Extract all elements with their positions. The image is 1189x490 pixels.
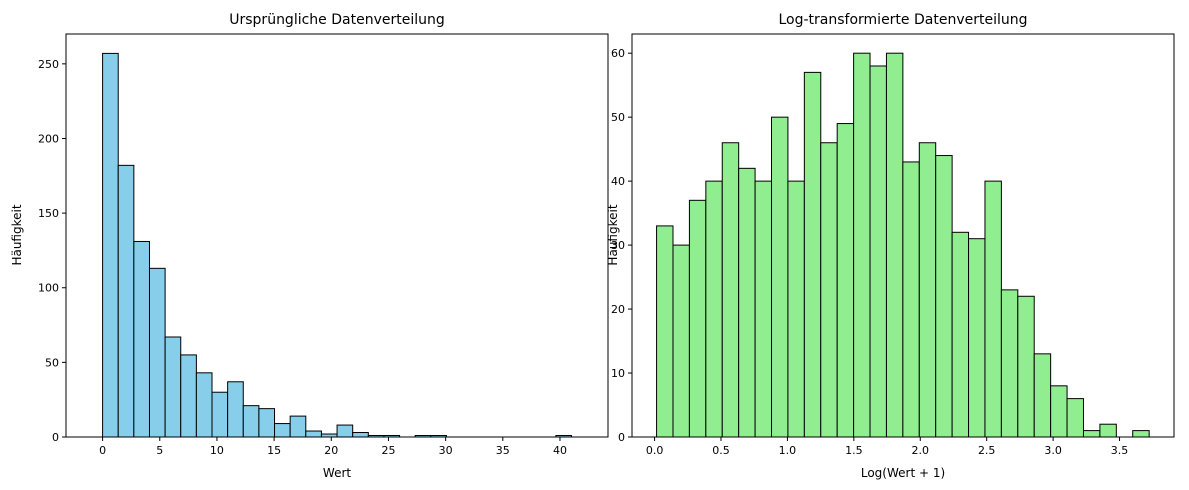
histogram-bar [754,180,773,438]
histogram-bar [242,405,260,438]
histogram-bar [195,372,213,438]
histogram-bar [180,354,197,438]
histogram-bar [853,52,871,438]
x-tick-label: 2.0 [912,444,930,457]
histogram-bar [705,180,723,438]
bars [102,52,573,438]
histogram-bar [984,180,1002,438]
y-tick-label: 150 [38,207,59,220]
plot-frame [65,33,609,438]
x-axis-label: Wert [323,466,351,480]
histogram-bar [274,423,291,438]
chart-log-distribution: Log-transformierte Datenverteilung 0.0 0.… [606,12,1175,480]
y-tick-label: 30 [611,239,625,252]
histogram-bar [117,164,135,438]
y-tick-label: 200 [38,132,59,145]
chart-original-distribution: Ursprüngliche Datenverteilung 0 5 10 15 20 25… [10,12,609,480]
histogram-bar [787,180,805,438]
histogram-bar [211,391,229,438]
histogram-bar [305,430,322,438]
histogram-bar [227,381,244,438]
histogram-bar [688,199,707,438]
x-tick-label: 5 [156,444,163,457]
y-axis-label: Häufigkeit [606,204,620,265]
histogram-bar [902,161,920,438]
y-tick-label: 40 [611,175,625,188]
x-tick-label: 0.5 [712,444,730,457]
x-tick-label: 30 [439,444,453,457]
histogram-bar [771,116,789,438]
x-tick-label: 2.5 [978,444,996,457]
histogram-bar [289,415,307,438]
x-tick-label: 35 [496,444,510,457]
x-axis-label: Log(Wert + 1) [861,466,945,480]
histogram-bar [918,142,937,438]
x-tick-label: 10 [210,444,224,457]
y-tick-label: 0 [618,431,625,444]
histogram-bar [885,52,904,438]
x-tick-label: 20 [324,444,338,457]
histogram-bar [935,155,953,438]
histogram-bar [1082,430,1101,438]
y-tick-label: 50 [45,356,59,369]
x-tick-label: 1.5 [845,444,863,457]
x-tick-label: 15 [267,444,281,457]
histogram-bar [672,244,690,438]
x-tick-label: 3.0 [1044,444,1062,457]
y-tick-label: 60 [611,47,625,60]
histogram-bar [721,142,740,438]
histogram-bar [1099,423,1117,438]
axis-ticks: 0 5 10 15 20 25 30 35 40 0 50 100 150 200 250 [38,58,567,457]
histogram-bar [656,225,674,438]
histogram-bar [102,52,119,438]
histogram-bar [148,267,166,438]
x-tick-label: 25 [381,444,395,457]
histogram-bar [1132,430,1150,438]
bars [656,52,1150,438]
histogram-bar [1066,398,1084,438]
histogram-bar [1017,295,1035,438]
histogram-bar [1050,385,1068,438]
y-tick-label: 0 [52,431,59,444]
histogram-bar [258,408,276,438]
plot-frame [631,33,1175,438]
x-tick-label: 0 [99,444,106,457]
histogram-bar [803,71,822,438]
x-tick-label: 0.0 [646,444,664,457]
histogram-bar [164,336,182,438]
y-tick-label: 10 [611,367,625,380]
x-tick-label: 40 [553,444,567,457]
chart-title: Ursprüngliche Datenverteilung [229,12,445,28]
histogram-bar [951,231,970,438]
y-tick-label: 100 [38,282,59,295]
y-axis-label: Häufigkeit [10,204,24,265]
histogram-bar [836,123,855,438]
axis-ticks: 0.0 0.5 1.0 1.5 2.0 2.5 3.0 3.5 0 10 20 30 40 50 60 [611,47,1128,457]
y-tick-label: 250 [38,58,59,71]
histogram-bar [133,240,150,438]
chart-title: Log-transformierte Datenverteilung [778,12,1027,28]
histogram-bar [820,142,838,438]
x-tick-label: 3.5 [1111,444,1129,457]
histogram-bar [336,424,354,438]
histogram-bar [869,65,887,438]
y-tick-label: 20 [611,303,625,316]
histogram-bar [968,238,986,438]
histogram-bar [352,432,369,438]
x-tick-label: 1.0 [779,444,797,457]
y-tick-label: 50 [611,111,625,124]
histogram-bar [1033,353,1052,438]
histogram-bar [738,167,756,438]
histogram-bar [1000,289,1019,438]
